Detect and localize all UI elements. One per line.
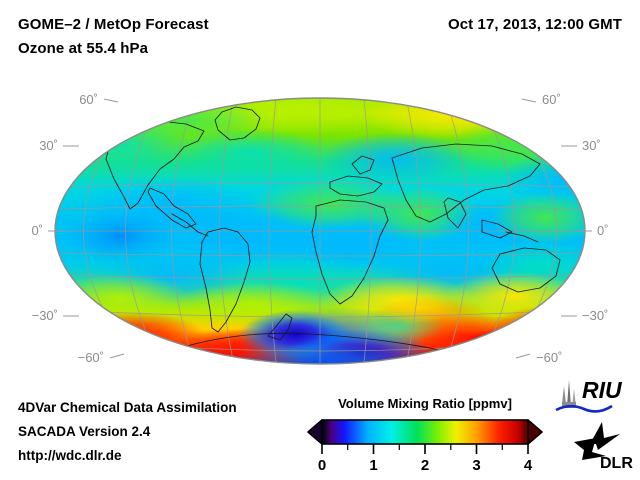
- lat-label-right-0: 0˚: [597, 223, 609, 238]
- lat-label-left-m30: −30˚: [32, 308, 58, 323]
- lat-label-right-60: 60˚: [542, 92, 561, 107]
- version-label: SACADA Version 2.4: [18, 424, 151, 439]
- colorbar-ticks: [321, 444, 529, 454]
- colorbar-title: Volume Mixing Ratio [ppmv]: [338, 396, 512, 411]
- assimilation-label: 4DVar Chemical Data Assimilation: [18, 400, 237, 415]
- product-title: Ozone at 55.4 hPa: [18, 40, 149, 57]
- ozone-field: [55, 98, 585, 364]
- mollweide-map: 60˚ 30˚ 0˚ −30˚ −60˚ 60˚ 30˚ 0˚ −30˚ −60…: [31, 92, 609, 365]
- colorbar-gradient: [321, 419, 529, 445]
- lat-label-left-0: 0˚: [31, 223, 43, 238]
- logo-panel: RIU DLR: [552, 372, 636, 472]
- colorbar-under-arrow: [307, 419, 323, 445]
- lat-label-right-m60: −60˚: [536, 350, 562, 365]
- dlr-logo-text: DLR: [600, 455, 633, 472]
- colorbar: 0 1 2 3 4: [307, 419, 543, 474]
- riu-logo-text: RIU: [582, 377, 623, 403]
- colorbar-panel: Volume Mixing Ratio [ppmv]: [300, 396, 550, 474]
- dlr-logo: DLR: [574, 422, 633, 472]
- colorbar-tick-4: 4: [524, 457, 533, 474]
- colorbar-tick-1: 1: [369, 457, 377, 474]
- lat-label-left-m60: −60˚: [78, 350, 104, 365]
- colorbar-over-arrow: [527, 419, 543, 445]
- colorbar-tick-0: 0: [318, 457, 326, 474]
- riu-logo: RIU: [555, 377, 623, 413]
- timestamp-label: Oct 17, 2013, 12:00 GMT: [447, 16, 622, 33]
- colorbar-tick-2: 2: [421, 457, 429, 474]
- instrument-title: GOME–2 / MetOp Forecast: [18, 16, 209, 33]
- graticule: [55, 98, 585, 364]
- lat-label-left-30: 30˚: [39, 138, 58, 153]
- ozone-map-panel: 60˚ 30˚ 0˚ −30˚ −60˚ 60˚ 30˚ 0˚ −30˚ −60…: [0, 86, 640, 378]
- colorbar-tick-3: 3: [472, 457, 480, 474]
- lat-label-right-30: 30˚: [582, 138, 601, 153]
- lat-label-left-60: 60˚: [79, 92, 98, 107]
- lat-label-right-m30: −30˚: [582, 308, 608, 323]
- lat-ticks: [48, 98, 592, 359]
- website-url[interactable]: http://wdc.dlr.de: [18, 448, 122, 463]
- colorbar-minor-ticks: [347, 444, 503, 450]
